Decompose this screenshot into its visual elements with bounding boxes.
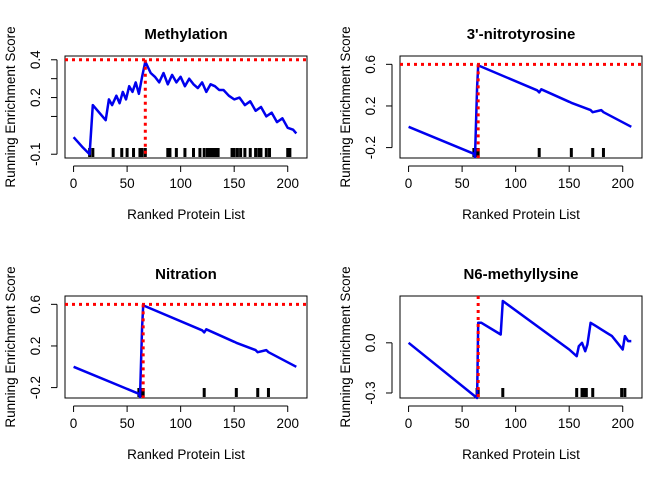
plot-frame [399,55,643,159]
x-tick-label: 200 [611,416,634,431]
x-axis-label: Ranked Protein List [127,207,245,222]
x-tick-label: 200 [611,176,634,191]
y-tick-label: -0.1 [28,143,43,166]
x-tick-label: 150 [223,176,246,191]
x-tick-label: 200 [276,416,299,431]
y-tick-label: 0.6 [363,55,378,74]
x-axis-label: Ranked Protein List [462,447,580,462]
x-tick-label: 50 [455,416,470,431]
x-axis-label: Ranked Protein List [462,207,580,222]
x-tick-label: 100 [504,176,527,191]
x-axis-label: Ranked Protein List [127,447,245,462]
plot-frame [64,55,308,159]
chart-panel-4: N6-methyllysine 0 50 100 150 200 Ranked Protei… [338,266,643,462]
chart-title: N6-methyllysine [463,266,578,283]
plot-frame [399,295,643,399]
x-tick-label: 0 [405,176,413,191]
chart-panel-2: 3'-nitrotyrosine 0 50 100 150 200 Ranked Prote… [338,26,643,222]
enrichment-score-line [407,299,632,400]
x-tick-label: 100 [169,416,192,431]
chart-title: 3'-nitrotyrosine [467,26,576,43]
chart-panel-1: Methylation 0 50 100 150 200 Ranked Protein Li… [3,26,308,222]
enrichment-score-line [72,60,298,156]
y-tick-label: 0.2 [28,88,43,107]
x-tick-label: 100 [504,416,527,431]
chart-title: Methylation [144,26,227,43]
x-tick-label: 50 [120,176,135,191]
enrichment-score-line [73,304,297,399]
x-tick-label: 150 [558,416,581,431]
x-tick-label: 200 [276,176,299,191]
y-tick-label: -0.2 [28,376,43,399]
x-tick-label: 0 [70,416,78,431]
x-tick-label: 0 [405,416,413,431]
x-tick-label: 100 [169,176,192,191]
x-tick-label: 150 [223,416,246,431]
x-tick-label: 0 [70,176,78,191]
y-tick-label: -0.3 [363,381,378,404]
y-tick-label: 0.6 [28,295,43,314]
y-axis-label: Running Enrichment Score [3,266,18,427]
y-tick-label: 0.2 [363,97,378,116]
x-tick-label: 150 [558,176,581,191]
y-tick-label: 0.2 [28,337,43,356]
chart-title: Nitration [155,266,217,283]
y-axis-label: Running Enrichment Score [3,26,18,187]
plot-frame [64,295,308,399]
x-tick-label: 50 [120,416,135,431]
y-tick-label: 0.4 [28,50,43,69]
y-tick-label: 0.0 [363,333,378,352]
enrichment-score-line [408,64,632,159]
chart-panel-3: Nitration 0 50 100 150 200 Ranked Protein List… [3,266,308,462]
y-axis-label: Running Enrichment Score [338,266,353,427]
y-tick-label: -0.2 [363,136,378,159]
y-axis-label: Running Enrichment Score [338,26,353,187]
x-tick-label: 50 [455,176,470,191]
